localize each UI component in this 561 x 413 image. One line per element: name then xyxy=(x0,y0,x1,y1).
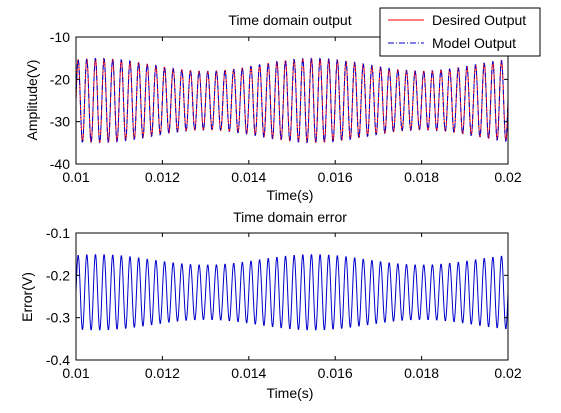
output-series-line-1 xyxy=(75,57,509,144)
output-y-axis-label: Amplitude(V) xyxy=(24,60,40,141)
error-series-line-0 xyxy=(75,254,509,331)
error-axes: 0.01 0.012 0.014 0.016 0.018 0.02 -0.1 -0.2 -0.3… xyxy=(19,209,522,401)
error-plot-frame xyxy=(75,232,509,361)
error-series-group xyxy=(75,254,509,331)
output-x-axis-label: Time(s) xyxy=(267,187,314,203)
output-y-tick-label: -40 xyxy=(50,156,70,172)
error-x-axis-label: Time(s) xyxy=(267,385,314,401)
error-x-tick-label: 0.014 xyxy=(231,365,266,381)
output-series-group xyxy=(75,57,509,144)
output-x-tick-label: 0.016 xyxy=(318,169,353,185)
error-x-tick-label: 0.02 xyxy=(494,365,521,381)
error-x-tick-label: 0.012 xyxy=(145,365,180,381)
output-x-tick-label: 0.02 xyxy=(494,169,521,185)
error-x-tick-label: 0.018 xyxy=(404,365,439,381)
error-x-tick-label: 0.016 xyxy=(318,365,353,381)
error-y-tick-label: -0.2 xyxy=(46,267,70,283)
legend-desired-label: Desired Output xyxy=(432,12,526,28)
error-y-tick-label: -0.1 xyxy=(46,225,70,241)
output-x-tick-label: 0.012 xyxy=(145,169,180,185)
legend-box xyxy=(379,7,541,57)
error-y-tick-label: -0.4 xyxy=(46,352,70,368)
error-y-tick-label: -0.3 xyxy=(46,310,70,326)
output-y-tick-label: -30 xyxy=(50,114,70,130)
output-x-tick-label: 0.014 xyxy=(231,169,266,185)
output-chart-title: Time domain output xyxy=(228,12,351,28)
output-y-tick-label: -10 xyxy=(50,29,70,45)
error-chart-title: Time domain error xyxy=(233,209,347,225)
error-x-tick-label: 0.01 xyxy=(62,365,89,381)
output-x-tick-label: 0.018 xyxy=(404,169,439,185)
error-y-axis-label: Error(V) xyxy=(19,272,35,322)
output-y-tick-label: -20 xyxy=(50,71,70,87)
output-axes: 0.01 0.012 0.014 0.016 0.018 0.02 -10 -20 -30 -40… xyxy=(24,7,541,203)
legend: Desired Output Model Output xyxy=(379,7,541,57)
error-ticks: 0.01 0.012 0.014 0.016 0.018 0.02 -0.1 -0.2 -0.3… xyxy=(46,225,522,381)
legend-model-label: Model Output xyxy=(432,35,516,51)
output-x-tick-label: 0.01 xyxy=(62,169,89,185)
output-plot-frame xyxy=(75,36,509,165)
